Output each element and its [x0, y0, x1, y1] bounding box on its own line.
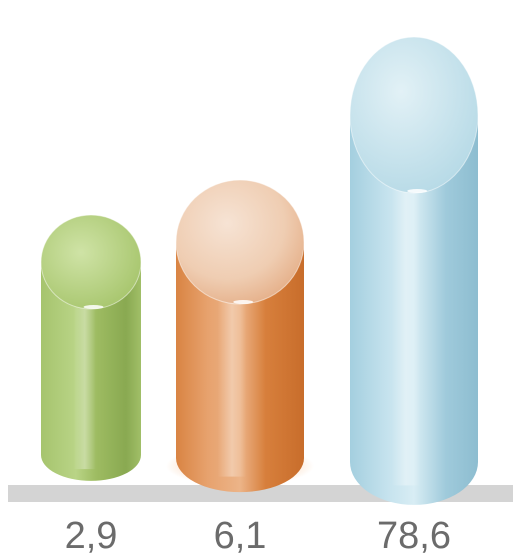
- bar-2: [166, 179, 314, 493]
- bar-top-cap: [40, 214, 142, 310]
- bar-3: [349, 36, 479, 505]
- value-label-3: 78,6: [377, 515, 451, 557]
- bar-top-cap: [175, 179, 305, 305]
- bar-top-cap: [349, 36, 479, 194]
- bar-shine: [73, 262, 96, 470]
- bar-highlight: [407, 189, 428, 193]
- bar-highlight: [83, 305, 104, 309]
- bar-highlight: [233, 300, 254, 304]
- value-label-1: 2,9: [65, 515, 118, 557]
- value-label-2: 6,1: [214, 515, 267, 557]
- bar-1: [40, 214, 142, 481]
